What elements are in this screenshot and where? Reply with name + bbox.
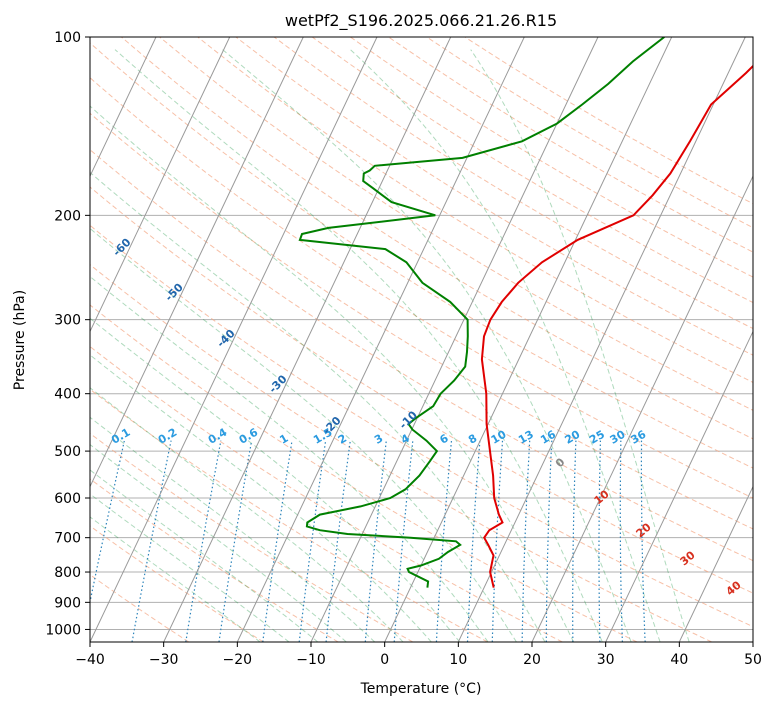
- mixing-ratio-line: [218, 440, 253, 642]
- isotherm-line: [90, 37, 378, 642]
- x-tick-label: −10: [296, 652, 326, 668]
- moist-adiabat-line: [90, 443, 347, 642]
- isotherm-line: [384, 37, 673, 642]
- y-tick-label: 400: [54, 387, 81, 403]
- dry-adiabat-line: [197, 37, 753, 383]
- moist-adiabat-line: [90, 105, 575, 642]
- x-tick-label: 50: [744, 652, 762, 668]
- mixing-ratio-line: [572, 440, 577, 642]
- moist-adiabat-line: [90, 227, 517, 642]
- dry-adiabats: [90, 37, 753, 642]
- moist-adiabat-line: [90, 171, 546, 642]
- mixing-ratio-line: [466, 440, 481, 642]
- mixing-ratio-line: [325, 440, 351, 642]
- dry-adiabat-line: [90, 186, 753, 594]
- x-tick-label: −30: [149, 652, 179, 668]
- dry-adiabat-line: [90, 42, 753, 469]
- moist-adiabat-line: [90, 387, 404, 642]
- dewpoint-profile: [298, 37, 665, 588]
- mixing-ratio-line: [185, 440, 222, 642]
- moist-adiabat-line: [222, 49, 632, 642]
- moist-adiabat-line: [470, 49, 690, 642]
- plot-frame: [89, 36, 754, 643]
- x-tick-label: 40: [670, 652, 688, 668]
- y-tick-label: 500: [54, 444, 81, 460]
- mixing-ratio-line: [131, 440, 172, 642]
- mixing-ratio-line: [619, 440, 623, 642]
- temperature-profile: [480, 64, 753, 588]
- x-tick-label: 10: [449, 652, 467, 668]
- x-tick-label: −20: [223, 652, 253, 668]
- sounding-profiles: [298, 37, 753, 588]
- moist-adiabat-line: [90, 275, 489, 642]
- dry-adiabat-line: [90, 77, 753, 499]
- isotherm-line: [605, 330, 753, 642]
- y-tick-label: 800: [54, 565, 81, 581]
- isotherm-line: [90, 37, 304, 488]
- y-tick-label: 100: [54, 30, 81, 46]
- dry-adiabat-line: [90, 264, 712, 642]
- y-tick-label: 200: [54, 208, 81, 224]
- dry-adiabat-line: [90, 224, 753, 628]
- x-tick-label: 30: [597, 652, 615, 668]
- mixing-ratio-line: [598, 440, 601, 642]
- x-tick-label: 0: [380, 652, 389, 668]
- y-tick-label: 1000: [45, 622, 81, 638]
- moist-adiabat-line: [350, 49, 661, 642]
- y-tick-label: 900: [54, 595, 81, 611]
- plot-area: 0.10.20.40.611.52346810131620253036-100-…: [90, 37, 753, 642]
- x-tick-label: 20: [523, 652, 541, 668]
- isotherm-line: [90, 37, 231, 333]
- y-axis-title: Pressure (hPa): [12, 290, 28, 390]
- dry-adiabat-line: [90, 112, 753, 530]
- chart-title: wetPf2_S196.2025.066.21.26.R15: [285, 11, 557, 31]
- isotherm-line: [531, 174, 753, 642]
- mixing-ratio-line: [435, 440, 453, 642]
- moist-adiabat-line: [90, 354, 432, 642]
- moist-adiabat-line: [90, 469, 319, 642]
- mixing-ratio-line: [640, 440, 646, 642]
- moist-adiabat-line: [90, 317, 461, 642]
- dry-adiabat-line: [235, 37, 753, 356]
- isotherm-line: [236, 37, 525, 642]
- mixing-ratio-line: [298, 440, 327, 642]
- x-tick-label: −40: [75, 652, 105, 668]
- isotherms: [90, 37, 753, 642]
- dry-adiabat-line: [90, 574, 190, 642]
- dry-adiabat-line: [90, 478, 339, 642]
- isotherm-line: [457, 37, 746, 642]
- mixing-ratio-line: [545, 440, 553, 642]
- dry-adiabat-line: [90, 345, 563, 642]
- isotherm-line: [310, 37, 599, 642]
- x-axis-title: Temperature (°C): [360, 681, 482, 697]
- isotherm-line: [678, 485, 753, 642]
- y-tick-label: 300: [54, 313, 81, 329]
- dry-adiabat-line: [90, 304, 638, 642]
- isotherm-line: [163, 37, 452, 642]
- y-tick-label: 600: [54, 491, 81, 507]
- mixing-ratio-line: [521, 440, 531, 642]
- mixing-ratio-line: [364, 440, 387, 642]
- y-axis: 100 200 300 400 500 600 700 800 900 1000: [45, 30, 90, 638]
- isotherm-line: [90, 37, 157, 178]
- mixing-ratio-line: [491, 440, 504, 642]
- dry-adiabat-line: [273, 37, 753, 330]
- x-axis: −40 −30 −20 −10 0 10 20 30 40 50: [75, 642, 762, 668]
- dry-adiabat-line: [90, 432, 414, 642]
- mixing-ratio-line: [262, 440, 293, 642]
- y-tick-label: 700: [54, 531, 81, 547]
